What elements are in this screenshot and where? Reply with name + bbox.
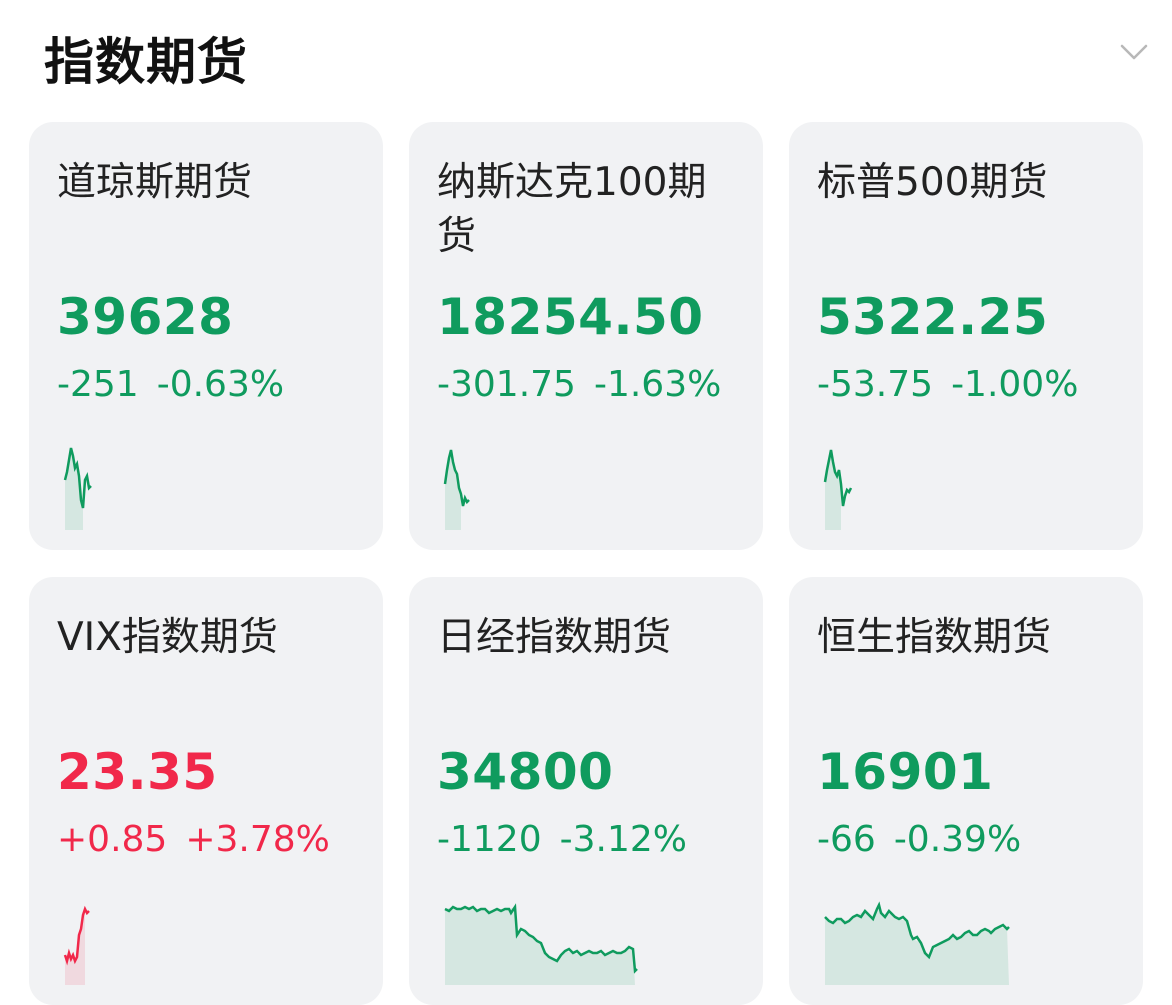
- card-name: 纳斯达克100期货: [437, 160, 707, 259]
- card-change: -66 -0.39%: [817, 819, 1021, 860]
- futures-card-sp500[interactable]: 标普500期货 5322.25 -53.75 -1.00%: [789, 122, 1143, 550]
- change-value: -251: [57, 364, 139, 405]
- card-change: +0.85 +3.78%: [57, 819, 330, 860]
- sparkline: [823, 449, 853, 530]
- card-price: 34800: [437, 743, 614, 801]
- futures-card-hangseng[interactable]: 恒生指数期货 16901 -66 -0.39%: [789, 577, 1143, 1005]
- card-price: 5322.25: [817, 288, 1049, 346]
- card-change: -251 -0.63%: [57, 364, 284, 405]
- card-price: 39628: [57, 288, 234, 346]
- change-percent: -1.63%: [593, 364, 722, 405]
- change-value: -301.75: [437, 364, 576, 405]
- change-percent: -1.00%: [951, 364, 1079, 405]
- sparkline: [444, 903, 638, 985]
- sparkline: [824, 901, 1010, 985]
- card-price: 23.35: [57, 743, 218, 801]
- change-percent: +3.78%: [185, 819, 330, 860]
- card-name: 日经指数期货: [437, 615, 672, 660]
- card-name: VIX指数期货: [57, 615, 278, 660]
- section-header: 指数期货: [44, 16, 1148, 91]
- sparkline: [443, 449, 470, 530]
- card-name: 恒生指数期货: [817, 615, 1052, 660]
- futures-card-dow[interactable]: 道琼斯期货 39628 -251 -0.63%: [29, 122, 383, 550]
- futures-card-nikkei[interactable]: 日经指数期货 34800 -1120 -3.12%: [409, 577, 763, 1005]
- card-name: 道琼斯期货: [57, 160, 253, 205]
- change-value: -53.75: [817, 364, 934, 405]
- card-price: 16901: [817, 743, 994, 801]
- card-change: -1120 -3.12%: [437, 819, 687, 860]
- section-title: 指数期货: [44, 33, 248, 91]
- card-name: 标普500期货: [817, 160, 1048, 205]
- change-value: -66: [817, 819, 876, 860]
- chevron-down-icon[interactable]: [1118, 36, 1150, 68]
- change-value: +0.85: [57, 819, 168, 860]
- card-change: -301.75 -1.63%: [437, 364, 721, 405]
- change-value: -1120: [437, 819, 542, 860]
- sparkline: [63, 905, 90, 985]
- sparkline: [63, 447, 92, 530]
- futures-card-vix[interactable]: VIX指数期货 23.35 +0.85 +3.78%: [29, 577, 383, 1005]
- change-percent: -0.63%: [156, 364, 285, 405]
- card-change: -53.75 -1.00%: [817, 364, 1078, 405]
- change-percent: -0.39%: [893, 819, 1022, 860]
- change-percent: -3.12%: [559, 819, 687, 860]
- card-price: 18254.50: [437, 288, 704, 346]
- futures-card-nasdaq[interactable]: 纳斯达克100期货 18254.50 -301.75 -1.63%: [409, 122, 763, 550]
